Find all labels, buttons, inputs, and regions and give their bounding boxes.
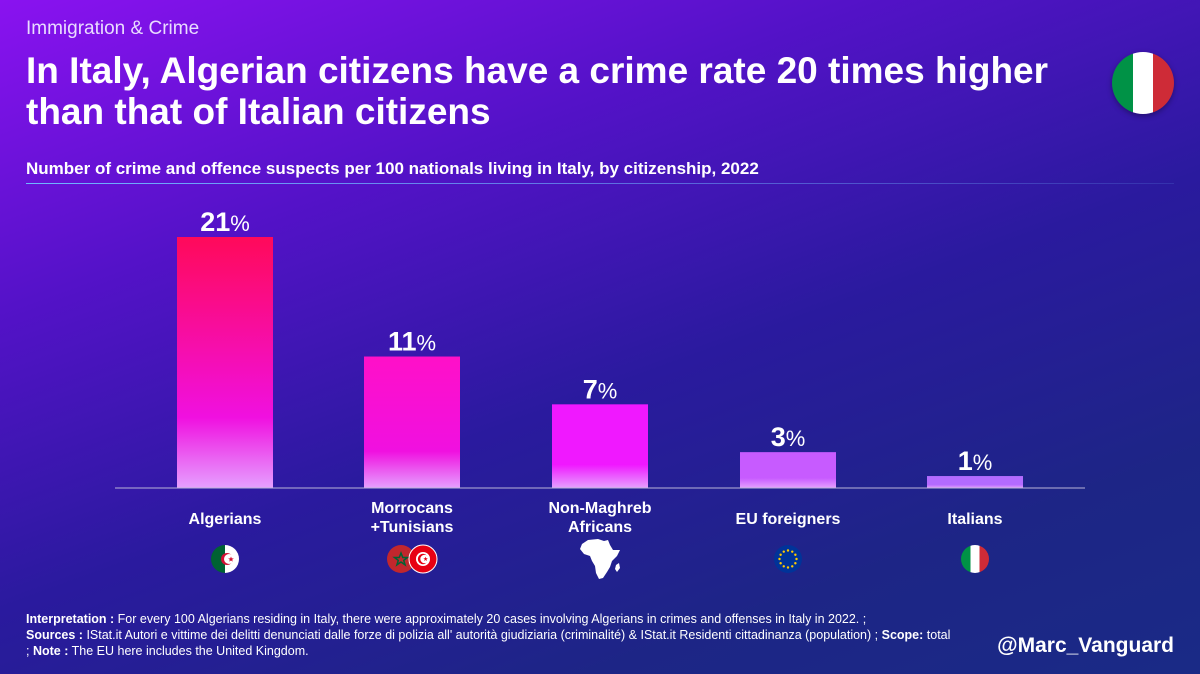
bar-chart: 21% Algerians 11% Morrocans +Tunisians 7% Non-… [115,207,1085,579]
value-label-3: 3% [771,422,806,452]
footnote: Interpretation : For every 100 Algerians… [26,611,956,659]
category-label-2: Non-Maghreb Africans [548,500,651,536]
morocco-tunisia-flags-icon [387,544,438,574]
author-handle: @Marc_Vanguard [997,634,1174,657]
africa-map-icon [580,539,620,579]
italy-flag-icon [961,545,989,573]
algeria-flag-icon [211,545,239,573]
interpretation-label: Interpretation : [26,612,115,626]
category-label-1: Morrocans +Tunisians [371,500,454,536]
note-text: The EU here includes the United Kingdom. [68,644,309,658]
eu-flag-icon [774,545,802,573]
value-label-4: 1% [958,446,993,476]
bar-3 [740,452,836,488]
scope-label: Scope: [881,628,924,642]
sources-label: Sources : [26,628,83,642]
note-label: Note : [32,644,69,658]
bar-2 [552,404,648,488]
value-label-1: 11% [388,327,436,357]
category-label-3: EU foreigners [736,511,841,528]
italy-flag-icon [1112,52,1174,114]
value-label-2: 7% [583,374,618,404]
bar-0 [177,237,273,488]
value-label-0: 21% [200,207,250,237]
scope-text: total ; [26,628,951,658]
category-label-0: Algerians [189,511,262,528]
chart-title: In Italy, Algerian citizens have a crime… [26,50,1049,132]
subtitle-divider [26,183,1174,184]
sources-text: IStat.it Autori e vittime dei delitti de… [82,628,879,642]
category-label-4: Italians [947,511,1002,528]
category-label: Immigration & Crime [26,18,200,39]
bar-4 [927,476,1023,488]
interpretation-text: For every 100 Algerians residing in Ital… [114,612,867,626]
chart-subtitle: Number of crime and offence suspects per… [26,159,759,178]
bar-1 [364,356,460,488]
